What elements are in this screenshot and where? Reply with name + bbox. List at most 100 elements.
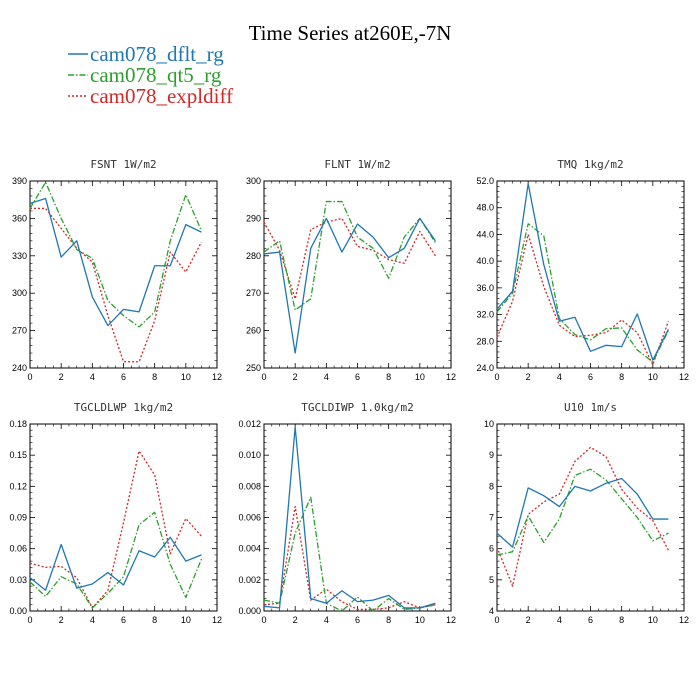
series-line-2-2 xyxy=(496,233,670,366)
x-tick-label-4-2: 4 xyxy=(324,615,329,625)
x-tick-label-5-0: 0 xyxy=(494,615,499,625)
x-tick-label-0-1: 2 xyxy=(59,372,64,382)
series-line-2-0 xyxy=(496,183,669,361)
series-line-4-0 xyxy=(263,426,436,609)
x-tick-label-5-2: 4 xyxy=(557,615,562,625)
series-line-2-1 xyxy=(496,223,670,363)
x-tick-label-1-4: 8 xyxy=(386,372,391,382)
x-tick-label-1-1: 2 xyxy=(293,372,298,382)
panel-frame-0 xyxy=(29,180,218,369)
y-tick-label-5-4: 8 xyxy=(489,481,494,491)
y-tick-label-0-3: 330 xyxy=(12,251,27,261)
series-line-0-1 xyxy=(29,181,203,328)
panel-3: TGCLDLWP 1kg/m2 0 2 4 6 8 10 12 0.00 0.03 0.06 0.09… xyxy=(9,401,222,625)
series-line-5-1 xyxy=(496,468,669,556)
panel-title-1: FLNT 1W/m2 xyxy=(324,158,390,171)
y-tick-label-2-5: 44.0 xyxy=(476,229,494,239)
figure-title: Time Series at260E,-7N xyxy=(249,21,452,45)
y-tick-label-3-1: 0.03 xyxy=(9,575,27,585)
x-tick-label-1-2: 4 xyxy=(324,372,329,382)
series-line-4-2 xyxy=(263,505,436,611)
y-tick-label-0-2: 300 xyxy=(12,288,27,298)
y-tick-label-3-0: 0.00 xyxy=(9,606,27,616)
x-tick-label-3-4: 8 xyxy=(152,615,157,625)
x-tick-label-4-5: 10 xyxy=(415,615,425,625)
panel-frame-1 xyxy=(263,180,452,369)
series-line-1-1 xyxy=(263,200,436,311)
panel-title-3: TGCLDLWP 1kg/m2 xyxy=(74,401,173,414)
x-tick-label-2-3: 6 xyxy=(588,372,593,382)
x-tick-label-3-0: 0 xyxy=(27,615,32,625)
y-tick-label-3-2: 0.06 xyxy=(9,544,27,554)
legend-label-0: cam078_dflt_rg xyxy=(90,42,224,66)
x-tick-label-5-6: 12 xyxy=(679,615,689,625)
x-tick-label-5-1: 2 xyxy=(526,615,531,625)
y-tick-label-1-0: 250 xyxy=(246,363,261,373)
x-tick-label-1-6: 12 xyxy=(446,372,456,382)
legend-entry-0: cam078_dflt_rg xyxy=(68,42,224,66)
y-tick-label-4-6: 0.012 xyxy=(238,419,261,429)
series-line-3-2 xyxy=(29,450,202,609)
series-line-0-0 xyxy=(29,197,202,327)
x-tick-label-0-5: 10 xyxy=(181,372,191,382)
panel-frame-4 xyxy=(263,423,452,612)
x-tick-label-4-1: 2 xyxy=(293,615,298,625)
y-tick-label-1-5: 300 xyxy=(246,176,261,186)
x-tick-label-0-4: 8 xyxy=(152,372,157,382)
y-tick-label-4-0: 0.000 xyxy=(238,606,261,616)
series-line-4-1 xyxy=(263,496,436,612)
panel-title-4: TGCLDIWP 1.0kg/m2 xyxy=(301,401,414,414)
x-tick-label-2-0: 0 xyxy=(494,372,499,382)
y-tick-label-2-1: 28.0 xyxy=(476,336,494,346)
x-tick-label-1-0: 0 xyxy=(261,372,266,382)
y-tick-label-3-4: 0.12 xyxy=(9,481,27,491)
legend-label-2: cam078_expldiff xyxy=(90,84,233,108)
x-tick-label-4-4: 8 xyxy=(386,615,391,625)
x-tick-label-3-2: 4 xyxy=(90,615,95,625)
y-tick-label-2-4: 40.0 xyxy=(476,256,494,266)
y-tick-label-2-7: 52.0 xyxy=(476,176,494,186)
series-line-5-0 xyxy=(496,477,669,548)
x-tick-label-2-1: 2 xyxy=(526,372,531,382)
y-tick-label-4-4: 0.008 xyxy=(238,481,261,491)
y-tick-label-4-1: 0.002 xyxy=(238,575,261,585)
series-line-0-2 xyxy=(30,207,202,363)
panel-title-5: U10 1m/s xyxy=(564,401,617,414)
y-tick-label-0-4: 360 xyxy=(12,213,27,223)
y-tick-label-0-0: 240 xyxy=(12,363,27,373)
x-tick-label-5-5: 10 xyxy=(648,615,658,625)
x-tick-label-3-1: 2 xyxy=(59,615,64,625)
y-tick-label-1-3: 280 xyxy=(246,251,261,261)
y-tick-label-4-5: 0.010 xyxy=(238,450,261,460)
series-line-5-2 xyxy=(496,446,669,587)
y-tick-label-3-6: 0.18 xyxy=(9,419,27,429)
panel-title-2: TMQ 1kg/m2 xyxy=(557,158,623,171)
y-tick-label-1-2: 270 xyxy=(246,288,261,298)
panel-5: U10 1m/s 0 2 4 6 8 10 12 4 5 6 7 8 9 10 xyxy=(484,401,689,625)
y-tick-label-5-2: 6 xyxy=(489,544,494,554)
x-tick-label-4-0: 0 xyxy=(261,615,266,625)
panel-1: FLNT 1W/m2 0 2 4 6 8 10 12 250 260 270 280 290 300 xyxy=(246,158,456,382)
legend: cam078_dflt_rg cam078_qt5_rg cam078_expl… xyxy=(68,42,233,108)
y-tick-label-4-3: 0.006 xyxy=(238,513,261,523)
y-tick-label-5-5: 9 xyxy=(489,450,494,460)
x-tick-label-2-4: 8 xyxy=(619,372,624,382)
panel-4: TGCLDIWP 1.0kg/m2 0 2 4 6 8 10 12 0.000 0.002 0.00… xyxy=(238,401,456,625)
y-tick-label-0-1: 270 xyxy=(12,326,27,336)
y-tick-label-2-0: 24.0 xyxy=(476,363,494,373)
y-tick-label-5-6: 10 xyxy=(484,419,494,429)
legend-entry-2: cam078_expldiff xyxy=(68,84,233,108)
x-tick-label-1-5: 10 xyxy=(415,372,425,382)
legend-entry-1: cam078_qt5_rg xyxy=(68,63,222,87)
y-tick-label-0-5: 390 xyxy=(12,176,27,186)
x-tick-label-0-2: 4 xyxy=(90,372,95,382)
x-tick-label-5-4: 8 xyxy=(619,615,624,625)
panel-frame-5 xyxy=(496,423,685,612)
y-tick-label-3-3: 0.09 xyxy=(9,513,27,523)
y-tick-label-5-3: 7 xyxy=(489,513,494,523)
y-tick-label-2-2: 32.0 xyxy=(476,310,494,320)
y-tick-label-2-6: 48.0 xyxy=(476,203,494,213)
x-tick-label-0-6: 12 xyxy=(212,372,222,382)
x-tick-label-1-3: 6 xyxy=(355,372,360,382)
panel-2: TMQ 1kg/m2 0 2 4 6 8 10 12 24.0 28.0 32.0 36.0 40.0 4… xyxy=(476,158,689,382)
